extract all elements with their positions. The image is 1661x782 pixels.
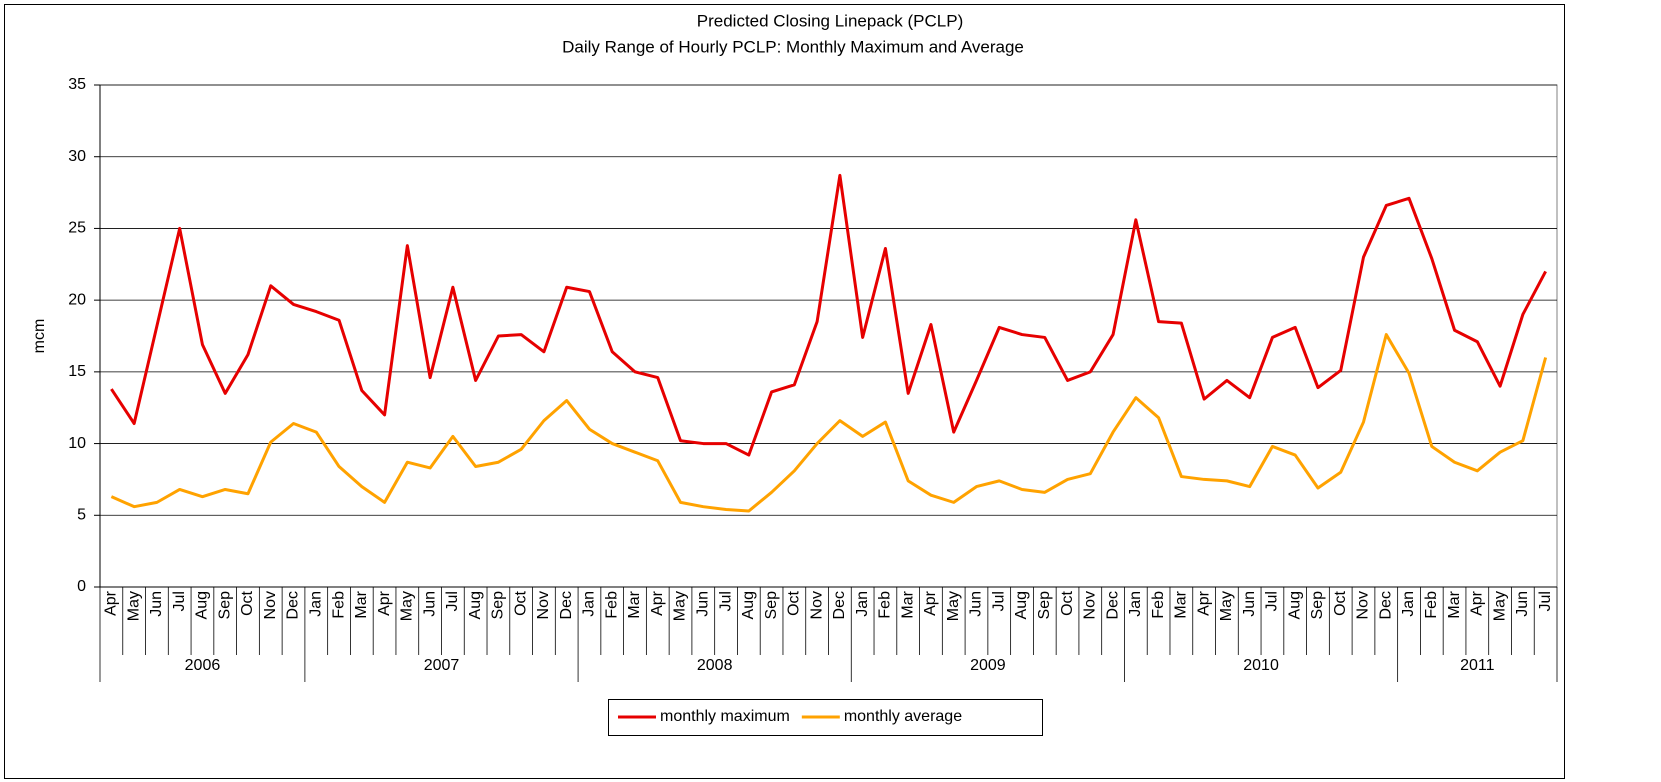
x-tick-label: Jun bbox=[148, 591, 165, 617]
x-tick-label: Oct bbox=[786, 590, 803, 615]
x-tick-label: Feb bbox=[330, 591, 347, 619]
y-tick-label: 35 bbox=[68, 76, 86, 93]
x-tick-label: Jun bbox=[968, 591, 985, 617]
x-tick-label: May bbox=[399, 591, 416, 621]
x-tick-label: Feb bbox=[1150, 591, 1167, 619]
x-tick-label: Apr bbox=[376, 590, 393, 616]
legend-label: monthly average bbox=[844, 708, 962, 725]
year-label: 2009 bbox=[970, 657, 1006, 674]
x-tick-label: Jun bbox=[421, 591, 438, 617]
x-tick-label: Apr bbox=[649, 590, 666, 616]
chart-border bbox=[4, 4, 1565, 779]
x-tick-label: Apr bbox=[1195, 590, 1212, 616]
x-tick-label: Aug bbox=[1013, 591, 1030, 619]
x-tick-label: Nov bbox=[808, 591, 825, 619]
x-tick-label: Mar bbox=[1173, 590, 1190, 618]
x-tick-label: Sep bbox=[490, 591, 507, 620]
y-tick-label: 5 bbox=[77, 507, 86, 524]
x-tick-label: Aug bbox=[1286, 591, 1303, 619]
x-tick-label: Oct bbox=[1059, 590, 1076, 615]
x-tick-label: Sep bbox=[1036, 591, 1053, 620]
x-tick-label: Oct bbox=[239, 590, 256, 615]
x-tick-label: Feb bbox=[877, 591, 894, 619]
x-tick-label: Mar bbox=[353, 590, 370, 618]
x-tick-label: Sep bbox=[216, 591, 233, 620]
y-tick-label: 20 bbox=[68, 291, 86, 308]
x-tick-label: Jul bbox=[717, 591, 734, 611]
x-tick-label: Jul bbox=[444, 591, 461, 611]
x-tick-label: Jul bbox=[990, 591, 1007, 611]
x-tick-label: Nov bbox=[1082, 591, 1099, 619]
x-tick-label: May bbox=[125, 591, 142, 621]
x-tick-label: Jan bbox=[581, 591, 598, 617]
x-tick-label: Oct bbox=[1332, 590, 1349, 615]
x-tick-label: Dec bbox=[1377, 591, 1394, 619]
data-line bbox=[110, 173, 1547, 457]
chart-subtitle: Daily Range of Hourly PCLP: Monthly Maxi… bbox=[562, 37, 1024, 56]
x-tick-label: Dec bbox=[831, 591, 848, 619]
y-axis-label: mcm bbox=[31, 319, 48, 354]
x-tick-label: Dec bbox=[285, 591, 302, 619]
x-tick-label: Sep bbox=[763, 591, 780, 620]
x-tick-label: Jan bbox=[1127, 591, 1144, 617]
legend-label: monthly maximum bbox=[660, 708, 790, 725]
year-label: 2011 bbox=[1460, 657, 1495, 674]
x-tick-label: Mar bbox=[899, 590, 916, 618]
x-tick-label: Mar bbox=[1446, 590, 1463, 618]
x-tick-label: Nov bbox=[535, 591, 552, 619]
x-tick-label: Jan bbox=[307, 591, 324, 617]
x-tick-label: Aug bbox=[194, 591, 211, 619]
chart-title: Predicted Closing Linepack (PCLP) bbox=[697, 11, 963, 30]
x-tick-label: Dec bbox=[1104, 591, 1121, 619]
x-tick-label: Mar bbox=[626, 590, 643, 618]
x-tick-label: Nov bbox=[262, 591, 279, 619]
year-label: 2010 bbox=[1243, 657, 1279, 674]
x-tick-label: Jul bbox=[171, 591, 188, 611]
x-tick-label: May bbox=[1491, 591, 1508, 621]
year-label: 2006 bbox=[185, 657, 221, 674]
x-tick-label: Apr bbox=[922, 590, 939, 616]
x-tick-label: May bbox=[672, 591, 689, 621]
x-tick-label: Jun bbox=[695, 591, 712, 617]
year-label: 2008 bbox=[697, 657, 733, 674]
x-tick-label: Feb bbox=[1423, 591, 1440, 619]
x-tick-label: Aug bbox=[740, 591, 757, 619]
y-tick-label: 15 bbox=[68, 363, 86, 380]
x-tick-label: May bbox=[1218, 591, 1235, 621]
x-tick-label: Apr bbox=[103, 590, 120, 616]
y-tick-label: 10 bbox=[68, 435, 86, 452]
x-tick-label: Apr bbox=[1469, 590, 1486, 616]
y-tick-label: 0 bbox=[77, 578, 86, 595]
y-tick-label: 25 bbox=[68, 220, 86, 237]
x-tick-label: Jan bbox=[854, 591, 871, 617]
x-tick-label: May bbox=[945, 591, 962, 621]
x-tick-label: Oct bbox=[512, 590, 529, 615]
x-tick-label: Nov bbox=[1355, 591, 1372, 619]
x-tick-label: Sep bbox=[1309, 591, 1326, 620]
y-tick-label: 30 bbox=[68, 148, 86, 165]
year-label: 2007 bbox=[424, 657, 460, 674]
x-tick-label: Aug bbox=[467, 591, 484, 619]
x-tick-label: Jan bbox=[1400, 591, 1417, 617]
data-line bbox=[110, 333, 1548, 513]
x-tick-label: Jun bbox=[1514, 591, 1531, 617]
x-tick-label: Feb bbox=[603, 591, 620, 619]
x-tick-label: Dec bbox=[558, 591, 575, 619]
x-tick-label: Jun bbox=[1241, 591, 1258, 617]
x-tick-label: Jul bbox=[1537, 591, 1554, 611]
x-tick-label: Jul bbox=[1264, 591, 1281, 611]
